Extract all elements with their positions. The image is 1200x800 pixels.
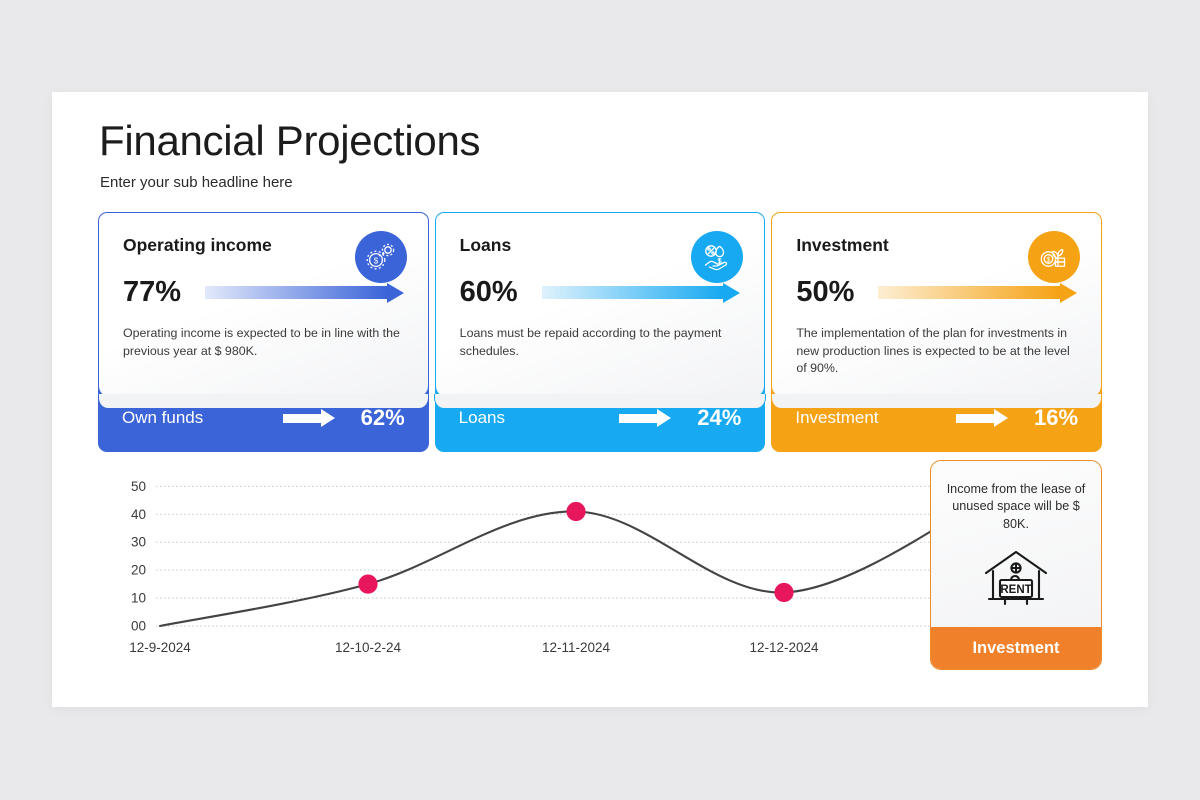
slide-canvas: Financial Projections Enter your sub hea… — [52, 92, 1148, 707]
chart-data-point[interactable] — [358, 574, 378, 594]
metric-card-investment[interactable]: Investment $ 50% — [770, 212, 1103, 452]
y-axis-tick-label: 30 — [131, 535, 146, 550]
svg-text:$: $ — [373, 256, 378, 265]
side-panel-investment[interactable]: Income from the lease of unused space wi… — [930, 460, 1102, 670]
rent-house-icon: RENT — [931, 533, 1101, 627]
side-panel-text: Income from the lease of unused space wi… — [946, 482, 1086, 531]
percent-row: 77% — [123, 276, 404, 309]
side-panel-footer-label: Investment — [931, 627, 1101, 669]
card-percent: 77% — [123, 276, 182, 308]
percent-row: 60% — [460, 276, 741, 309]
y-axis-tick-label: 10 — [131, 591, 146, 606]
card-description: Loans must be repaid according to the pa… — [459, 326, 722, 358]
metric-card-loans[interactable]: Loans $ 60% — [434, 212, 766, 452]
arrow-right-icon — [956, 409, 1009, 427]
card-title: Investment — [796, 235, 889, 255]
card-title: Operating income — [123, 235, 272, 255]
coin-gear-icon: $ — [354, 231, 407, 283]
card-footer-percent: 24% — [697, 405, 742, 430]
svg-text:$: $ — [1046, 255, 1051, 264]
percent-row: 50% — [796, 276, 1078, 309]
card-percent: 50% — [796, 276, 855, 308]
line-chart: 50 40 30 20 10 00 12-9-2024 12-10-2-24 12-11-202… — [98, 460, 1102, 674]
card-description: The implementation of the plan for inves… — [796, 326, 1070, 376]
coin-plant-growth-icon: $ — [1028, 231, 1081, 283]
metric-card-operating-income[interactable]: Operating income $ 77% — [97, 212, 429, 452]
y-axis-tick-label: 50 — [131, 479, 146, 494]
chart-data-point[interactable] — [774, 582, 794, 603]
gradient-arrow-icon — [541, 282, 741, 303]
card-body: Investment $ 50% — [770, 212, 1103, 408]
svg-text:$: $ — [718, 257, 723, 266]
card-percent: 60% — [459, 276, 518, 308]
page-title: Financial Projections — [99, 117, 481, 164]
x-axis-tick-label: 12-10-2-24 — [335, 640, 402, 655]
gradient-arrow-icon — [205, 282, 404, 303]
card-footer-label: Loans — [458, 408, 505, 427]
card-footer-percent: 62% — [360, 405, 405, 430]
gradient-arrow-icon — [878, 282, 1078, 303]
y-axis-tick-label: 40 — [131, 507, 146, 522]
card-body: Operating income $ 77% — [97, 212, 429, 408]
card-footer-percent: 16% — [1033, 405, 1079, 430]
chart-data-point[interactable] — [566, 501, 586, 522]
x-axis-tick-label: 12-11-2024 — [542, 640, 611, 655]
page-subtitle: Enter your sub headline here — [100, 174, 293, 191]
metric-cards-row: Operating income $ 77% — [97, 212, 1103, 452]
x-axis-tick-label: 12-9-2024 — [129, 640, 191, 655]
card-body: Loans $ 60% — [434, 212, 766, 408]
card-footer-label: Own funds — [122, 408, 204, 427]
svg-text:RENT: RENT — [1000, 584, 1031, 596]
card-description: Operating income is expected to be in li… — [123, 326, 400, 358]
arrow-right-icon — [619, 409, 672, 427]
card-footer-label: Investment — [795, 408, 879, 427]
y-axis-tick-label: 20 — [131, 563, 146, 578]
x-axis-tick-label: 12-12-2024 — [749, 640, 819, 655]
y-axis-tick-label: 00 — [131, 619, 146, 634]
hand-money-percent-icon: $ — [691, 231, 744, 283]
arrow-right-icon — [282, 409, 335, 427]
card-title: Loans — [459, 235, 512, 255]
